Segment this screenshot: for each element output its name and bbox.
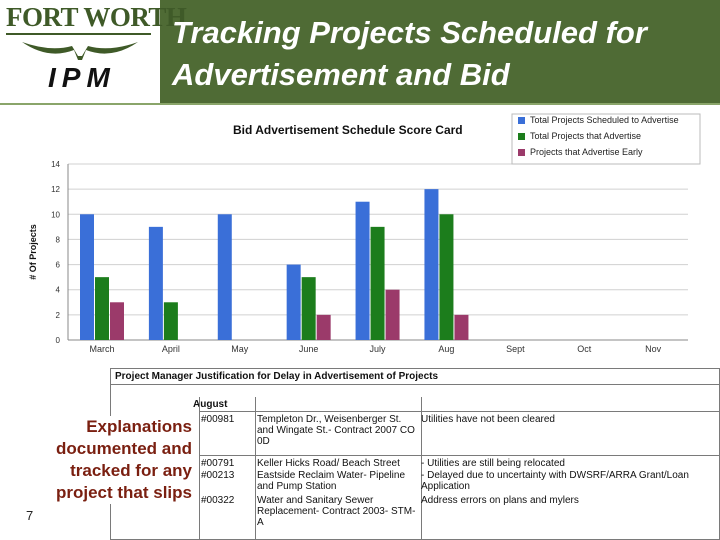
- page-title: Tracking Projects Scheduled for Advertis…: [172, 15, 647, 92]
- ipm-label: IPM: [48, 62, 116, 93]
- project-id: #00213: [201, 470, 235, 481]
- bar: [424, 189, 439, 340]
- project-name: Water and Sanitary Sewer Replacement- Co…: [257, 495, 416, 528]
- project-id: #00791: [201, 458, 235, 469]
- table-divider: [199, 455, 719, 456]
- delay-reason: - Utilities are still being relocated: [421, 458, 565, 469]
- y-tick-label: 2: [56, 311, 61, 320]
- y-tick-label: 4: [56, 286, 61, 295]
- x-tick-label: June: [299, 344, 319, 354]
- legend-label: Projects that Advertise Early: [530, 147, 643, 157]
- y-axis-label: # Of Projects: [28, 224, 38, 280]
- y-tick-label: 12: [51, 185, 60, 194]
- project-id: #00981: [201, 414, 235, 425]
- x-tick-label: March: [89, 344, 114, 354]
- x-tick-label: April: [162, 344, 180, 354]
- table-col-divider: [255, 397, 256, 539]
- bar: [286, 264, 301, 340]
- project-name: Eastside Reclaim Water- Pipeline and Pum…: [257, 470, 406, 492]
- legend-swatch: [518, 133, 525, 140]
- header-band: FORT WORTH IPM Tracking Projects Schedul…: [0, 0, 720, 105]
- y-tick-label: 6: [56, 261, 61, 270]
- x-tick-label: Aug: [438, 344, 454, 354]
- bar: [355, 201, 370, 340]
- bar: [217, 214, 232, 340]
- chart-title: Bid Advertisement Schedule Score Card: [233, 123, 463, 137]
- y-tick-label: 14: [51, 160, 60, 169]
- legend-label: Total Projects Scheduled to Advertise: [530, 115, 679, 125]
- legend-swatch: [518, 117, 525, 124]
- bar: [301, 277, 316, 340]
- longhorn-icon: [22, 42, 138, 60]
- bar: [80, 214, 94, 340]
- x-tick-label: July: [370, 344, 387, 354]
- table-divider: [199, 411, 719, 412]
- x-tick-label: Sept: [506, 344, 525, 354]
- table-col-divider: [421, 397, 422, 539]
- justification-table: Project Manager Justification for Delay …: [110, 368, 720, 540]
- delay-reason: Address errors on plans and mylers: [421, 495, 579, 506]
- explanation-callout: Explanations documented and tracked for …: [40, 416, 192, 504]
- y-tick-label: 0: [56, 336, 61, 345]
- legend-label: Total Projects that Advertise: [530, 131, 641, 141]
- y-tick-label: 10: [51, 210, 60, 219]
- bar: [454, 314, 469, 340]
- bar: [110, 302, 124, 340]
- logo-panel: FORT WORTH IPM: [0, 0, 187, 103]
- delay-reason: - Delayed due to uncertainty with DWSRF/…: [421, 470, 689, 492]
- project-name: Keller Hicks Road/ Beach Street: [257, 458, 400, 469]
- x-tick-label: Oct: [577, 344, 592, 354]
- header-rule: [0, 103, 720, 105]
- slide-number: 7: [26, 508, 34, 523]
- bar: [148, 226, 163, 340]
- legend-box: [511, 113, 701, 165]
- bar: [385, 289, 400, 340]
- bar: [439, 214, 454, 340]
- bar-chart: 0 2 4 6 8 10 12 14 Bid Advertisement Schedule Sc…: [28, 113, 701, 354]
- logo-rule: [6, 33, 151, 35]
- legend-swatch: [518, 149, 525, 156]
- table-title: Project Manager Justification for Delay …: [111, 369, 719, 385]
- table-month: August: [193, 399, 228, 410]
- table-col-divider: [199, 397, 200, 539]
- bar: [316, 314, 331, 340]
- project-name: Templeton Dr., Weisenberger St. and Wing…: [257, 414, 415, 447]
- project-id: #00322: [201, 495, 235, 506]
- delay-reason: Utilities have not been cleared: [421, 414, 555, 425]
- x-tick-label: May: [231, 344, 249, 354]
- bar: [95, 277, 109, 340]
- y-tick-label: 8: [56, 235, 61, 244]
- bar: [370, 226, 385, 340]
- logo-text: FORT WORTH: [6, 2, 187, 32]
- x-tick-label: Nov: [645, 344, 662, 354]
- bar: [163, 302, 178, 340]
